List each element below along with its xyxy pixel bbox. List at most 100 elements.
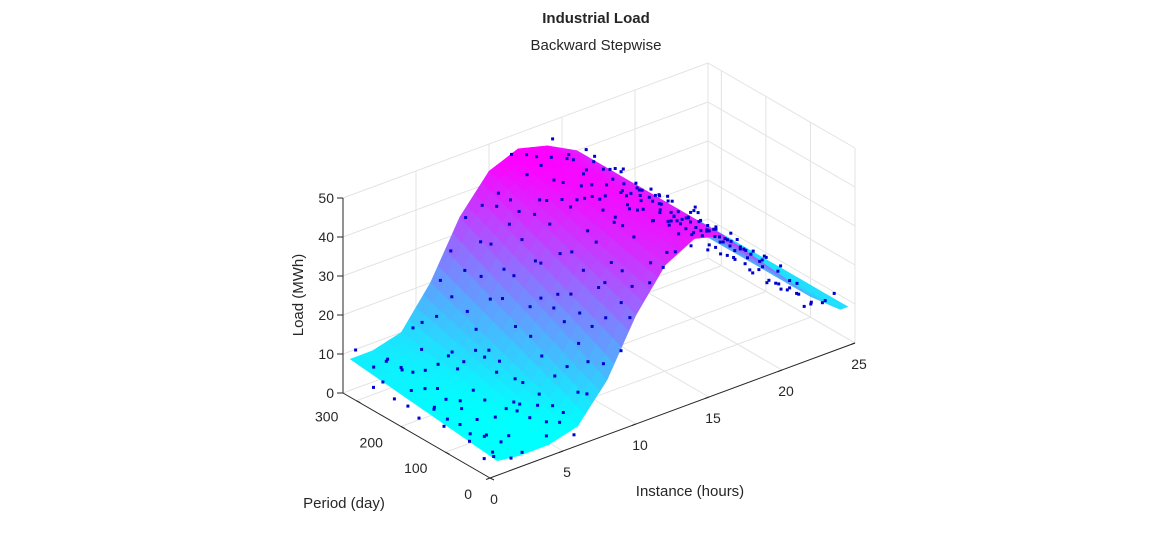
data-point: [692, 231, 696, 235]
data-point: [728, 244, 732, 248]
data-point: [693, 205, 697, 209]
data-point: [692, 209, 696, 213]
data-point: [510, 152, 513, 156]
data-point: [714, 225, 718, 229]
data-point: [611, 177, 615, 181]
data-point: [732, 256, 736, 259]
grid-line: [707, 101, 856, 188]
data-point: [744, 248, 748, 252]
x-tick-label: 25: [851, 356, 867, 372]
data-point: [372, 365, 376, 369]
data-point: [714, 227, 718, 231]
data-point: [399, 366, 403, 369]
data-point: [484, 433, 488, 437]
data-point: [491, 450, 495, 454]
data-point: [689, 244, 693, 248]
data-point: [420, 320, 424, 324]
data-point: [435, 314, 439, 318]
data-point: [552, 178, 556, 182]
data-point: [482, 457, 486, 461]
data-point: [667, 223, 671, 227]
x-tick: [558, 450, 564, 453]
surface-patch: [487, 452, 506, 462]
data-point: [605, 183, 609, 187]
data-point: [733, 249, 737, 253]
data-point: [776, 269, 780, 273]
data-point: [501, 297, 504, 300]
x-tick: [485, 477, 491, 480]
data-point: [581, 268, 585, 272]
data-point: [764, 255, 768, 259]
data-point: [483, 398, 487, 402]
z-tick-label: 40: [318, 229, 334, 245]
data-point: [699, 229, 703, 233]
data-point: [625, 194, 628, 198]
data-point: [621, 224, 625, 228]
data-point: [570, 250, 574, 254]
data-point: [409, 389, 413, 392]
x-tick: [631, 423, 637, 426]
data-point: [535, 155, 539, 159]
data-point: [565, 365, 569, 369]
data-point: [444, 397, 448, 401]
data-point: [482, 434, 486, 438]
data-point: [689, 210, 693, 214]
data-point: [561, 181, 565, 184]
data-point: [604, 316, 608, 320]
data-point: [725, 253, 729, 257]
data-point: [584, 148, 588, 152]
surface: [349, 145, 849, 462]
data-point: [638, 194, 642, 197]
data-point: [686, 216, 690, 220]
data-point: [726, 238, 729, 242]
data-point: [635, 186, 639, 190]
chart-subtitle: Backward Stepwise: [531, 37, 662, 54]
data-point: [533, 212, 537, 216]
data-point: [502, 267, 506, 271]
data-point: [593, 154, 597, 158]
data-point: [622, 182, 626, 186]
data-point: [525, 153, 529, 157]
x-tick: [704, 396, 710, 399]
data-point: [749, 252, 753, 256]
grid-line: [707, 140, 856, 227]
data-point: [779, 264, 783, 268]
z-tick-label: 0: [326, 385, 334, 401]
data-point: [556, 292, 560, 296]
data-point: [670, 199, 674, 203]
y-tick: [445, 451, 450, 455]
data-point: [628, 207, 631, 211]
data-point: [751, 249, 755, 253]
data-point: [432, 407, 436, 411]
data-point: [738, 245, 742, 249]
data-point: [706, 224, 710, 227]
x-tick-label: 15: [705, 410, 721, 426]
x-tick-label: 5: [563, 464, 571, 480]
data-point: [748, 268, 752, 272]
data-point: [417, 416, 421, 420]
data-point: [495, 370, 499, 374]
data-point: [696, 211, 700, 215]
data-point: [658, 194, 662, 198]
x-axis-line: [489, 342, 856, 479]
data-point: [609, 261, 613, 264]
data-point: [751, 271, 755, 275]
data-point: [735, 238, 739, 241]
data-point: [590, 183, 594, 187]
data-point: [483, 355, 487, 359]
data-point: [569, 205, 573, 209]
data-point: [675, 219, 679, 223]
data-point: [514, 325, 517, 328]
z-tick-label: 50: [318, 190, 334, 206]
data-point: [560, 198, 564, 201]
y-tick-label: 0: [464, 486, 472, 502]
data-point: [757, 268, 761, 272]
y-tick-label: 100: [404, 460, 428, 476]
data-point: [445, 417, 449, 421]
data-point: [743, 262, 747, 266]
data-markers: [354, 137, 836, 461]
data-point: [628, 316, 632, 320]
data-point: [706, 248, 710, 252]
data-point: [529, 334, 533, 338]
data-point: [585, 392, 589, 396]
